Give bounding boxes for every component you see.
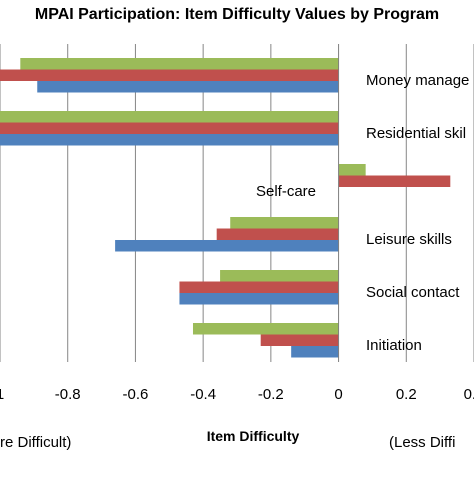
x-tick-label-0: 1 — [0, 386, 4, 403]
x-tick-label-7: 0.3 — [464, 386, 474, 403]
bar-5-0 — [192, 323, 339, 335]
x-tick-label-3: -0.4 — [190, 386, 216, 403]
bar-3-1 — [216, 228, 339, 240]
x-axis-left-note: re Difficult) — [0, 434, 71, 451]
bar-4-1 — [179, 281, 339, 293]
category-label-4: Social contact — [366, 284, 460, 301]
category-label-0: Money manage — [366, 72, 469, 89]
bar-1-0 — [0, 111, 339, 123]
chart-title: MPAI Participation: Item Difficulty Valu… — [35, 6, 439, 23]
category-label-2: Self-care — [256, 183, 316, 200]
bars — [0, 58, 451, 358]
x-tick-label-5: 0 — [334, 386, 342, 403]
bar-0-2 — [37, 81, 339, 93]
x-tick-label-6: 0.2 — [396, 386, 417, 403]
grid-lines — [0, 44, 474, 362]
category-labels: Money manage Residential skil Self-care Lei… — [256, 72, 469, 354]
category-label-5: Initiation — [366, 337, 422, 354]
bar-3-0 — [230, 217, 339, 229]
x-tick-label-2: -0.6 — [122, 386, 148, 403]
bar-2-0 — [338, 164, 366, 176]
x-tick-labels: 1 -0.8 -0.6 -0.4 -0.2 0 0.2 0.3 — [0, 386, 474, 403]
category-label-1: Residential skil — [366, 125, 466, 142]
bar-5-1 — [260, 334, 339, 346]
x-tick-label-4: -0.2 — [258, 386, 284, 403]
bar-5-2 — [291, 346, 339, 358]
x-tick-label-1: -0.8 — [55, 386, 81, 403]
category-label-3: Leisure skills — [366, 231, 452, 248]
bar-3-2 — [115, 240, 339, 252]
bar-4-2 — [179, 293, 339, 305]
bar-1-1 — [0, 122, 339, 134]
x-axis-right-note: (Less Diffi — [389, 434, 455, 451]
bar-2-1 — [338, 175, 451, 187]
bar-1-2 — [0, 134, 339, 146]
bar-0-0 — [20, 58, 339, 70]
bar-4-0 — [220, 270, 339, 282]
bar-0-1 — [0, 69, 339, 81]
x-axis-label: Item Difficulty — [207, 428, 300, 444]
